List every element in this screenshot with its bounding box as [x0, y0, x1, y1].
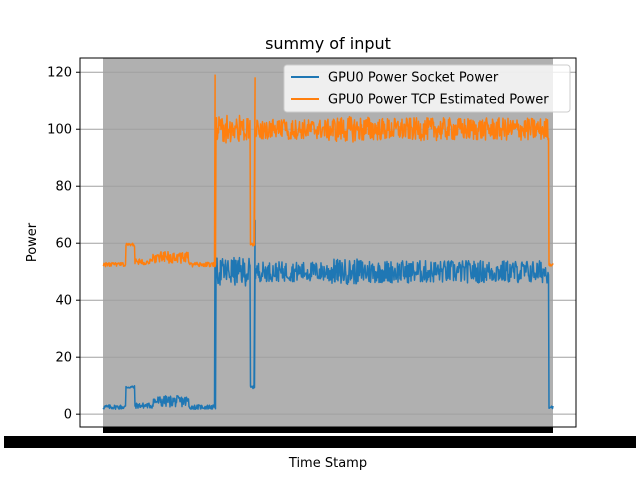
y-tick-label: 0 [64, 408, 72, 423]
legend: GPU0 Power Socket Power GPU0 Power TCP Es… [283, 64, 571, 113]
legend-box [283, 64, 571, 113]
x-tick-label-band [103, 427, 553, 433]
series-layer [102, 74, 554, 411]
plot-area [79, 57, 577, 428]
y-tick-label: 40 [55, 294, 72, 309]
y-tick-label: 100 [47, 123, 72, 138]
y-tick-label: 80 [55, 180, 72, 195]
y-axis-title: Power [25, 222, 40, 262]
series-line-2 [102, 74, 554, 268]
legend-label: GPU0 Power Socket Power [328, 71, 499, 86]
x-axis [4, 427, 636, 448]
y-tick-label: 120 [47, 66, 72, 81]
x-tick-label-band-lower [4, 436, 636, 448]
y-tick-label: 20 [55, 351, 72, 366]
x-axis-title: Time Stamp [288, 456, 367, 471]
legend-label: GPU0 Power TCP Estimated Power [328, 93, 549, 108]
chart-title: summy of input [265, 34, 391, 53]
y-axis: 0 20 40 60 80 100 120 [47, 66, 80, 423]
series-line-1 [102, 216, 554, 411]
y-tick-label: 60 [55, 237, 72, 252]
shaded-region [103, 58, 553, 427]
